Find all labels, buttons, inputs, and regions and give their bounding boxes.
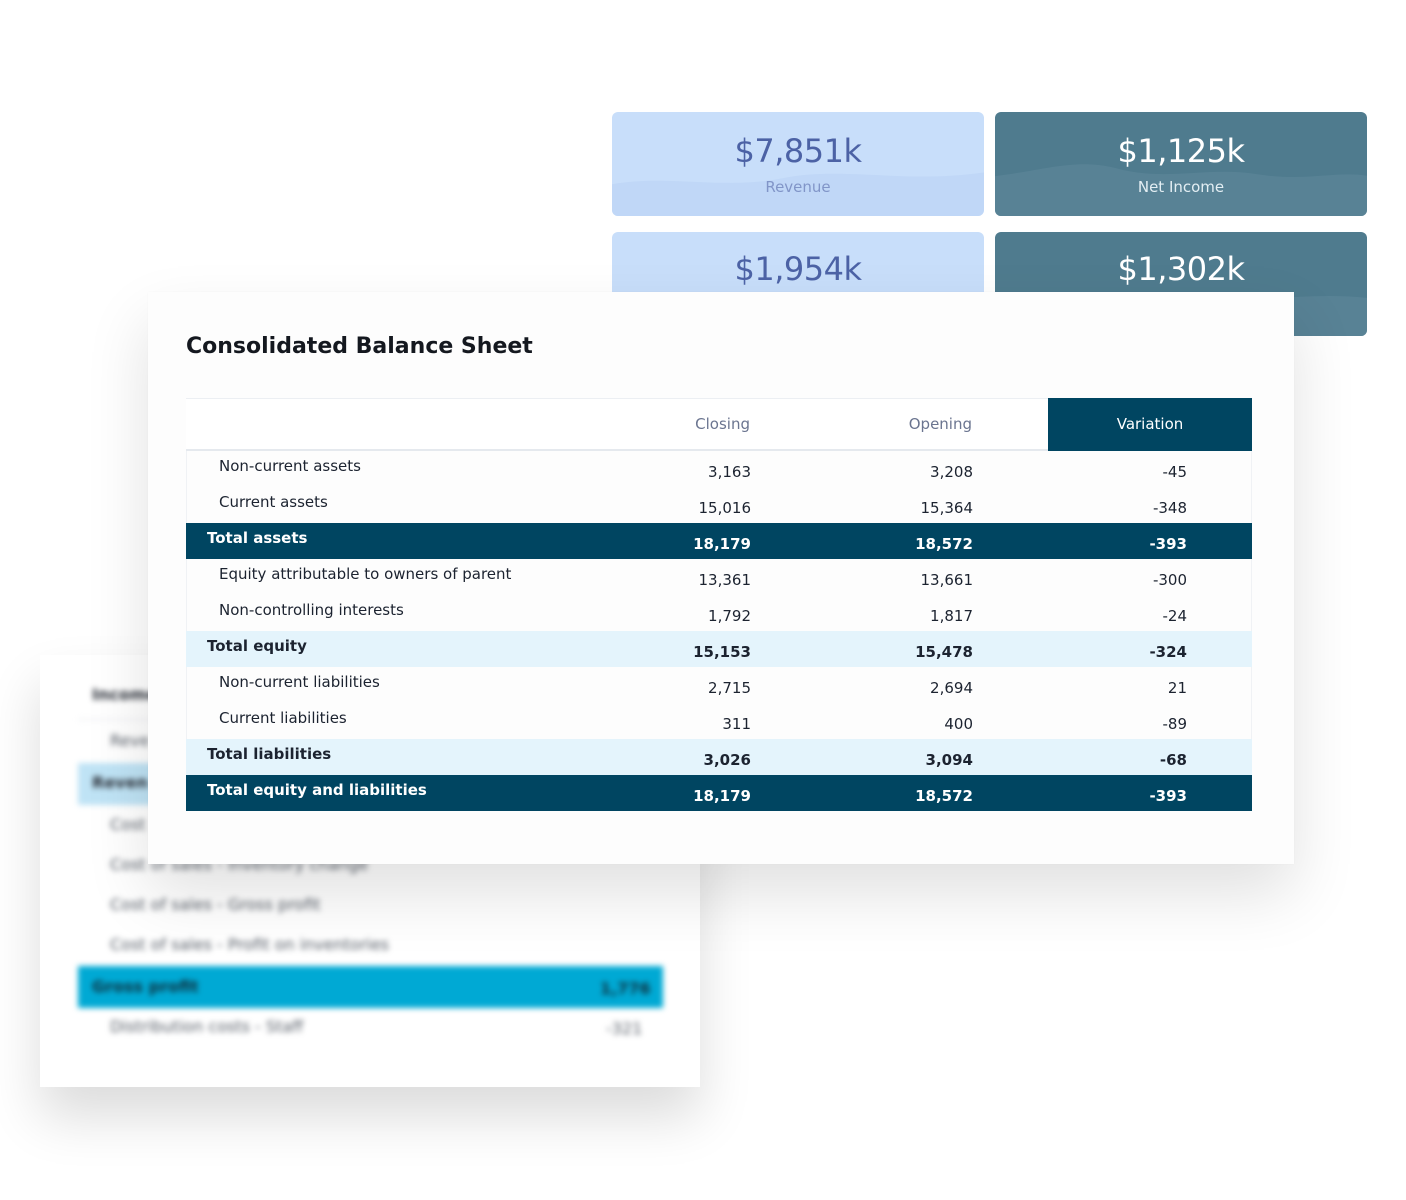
income-title: Income — [92, 685, 158, 704]
income-value: 1,776 — [600, 979, 651, 998]
closing-value: 2,715 — [708, 679, 751, 697]
opening-value: 3,094 — [925, 751, 973, 769]
column-header-closing[interactable]: Closing — [695, 415, 750, 433]
income-row: Distribution costs - Staff — [110, 1017, 304, 1036]
income-row: Reve — [110, 731, 150, 750]
kpi-label: Net Income — [1137, 178, 1225, 196]
table-row: Equity attributable to owners of parent … — [186, 559, 1252, 595]
balance-sheet-title: Consolidated Balance Sheet — [186, 334, 533, 359]
opening-value: 2,694 — [930, 679, 973, 697]
opening-value: 15,478 — [915, 643, 973, 661]
closing-value: 1,792 — [708, 607, 751, 625]
kpi-label: Revenue — [765, 178, 831, 196]
opening-value: 400 — [944, 715, 973, 733]
table-row: Non-current assets 3,163 3,208 -45 — [186, 451, 1252, 487]
row-label: Total liabilities — [207, 745, 332, 763]
variation-value: -68 — [1159, 751, 1187, 769]
income-row: Cost of sales - Profit on inventories — [110, 935, 390, 954]
table-row-total: Total liabilities 3,026 3,094 -68 — [186, 739, 1252, 775]
variation-value: -393 — [1149, 535, 1187, 553]
opening-value: 18,572 — [915, 535, 973, 553]
income-row: Gross profit — [92, 977, 199, 996]
row-label: Current liabilities — [219, 709, 347, 727]
income-row: Cost of sales - Gross profit — [110, 895, 321, 914]
opening-value: 1,817 — [930, 607, 973, 625]
row-label: Non-current assets — [219, 457, 361, 475]
opening-value: 3,208 — [930, 463, 973, 481]
kpi-value: $1,302k — [1117, 250, 1246, 288]
row-label: Non-current liabilities — [219, 673, 380, 691]
income-row: Cost — [110, 815, 146, 834]
table-row: Non-current liabilities 2,715 2,694 21 — [186, 667, 1252, 703]
income-value: -321 — [606, 1019, 643, 1038]
variation-value: 21 — [1167, 679, 1187, 697]
variation-value: -89 — [1162, 715, 1188, 733]
income-row: Reven — [92, 773, 148, 792]
table-header: Closing Opening Variation — [186, 398, 1252, 451]
closing-value: 15,016 — [698, 499, 752, 517]
variation-value: -45 — [1162, 463, 1188, 481]
gross-profit-highlight — [78, 966, 663, 1008]
kpi-value: $7,851k — [734, 132, 863, 170]
balance-sheet-card: Consolidated Balance Sheet Closing Openi… — [148, 292, 1294, 864]
table-row-total: Total equity 15,153 15,478 -324 — [186, 631, 1252, 667]
variation-value: -324 — [1149, 643, 1187, 661]
variation-value: -348 — [1152, 499, 1187, 517]
table-row-total: Total assets 18,179 18,572 -393 — [186, 523, 1252, 559]
column-header-variation[interactable]: Variation — [1048, 398, 1252, 451]
closing-value: 18,179 — [693, 535, 751, 553]
row-label: Current assets — [219, 493, 328, 511]
kpi-card-net-income[interactable]: $1,125k Net Income — [995, 112, 1367, 216]
opening-value: 15,364 — [920, 499, 974, 517]
table-row-grand-total: Total equity and liabilities 18,179 18,5… — [186, 775, 1252, 811]
closing-value: 3,163 — [708, 463, 751, 481]
row-label: Total equity and liabilities — [207, 781, 427, 799]
closing-value: 18,179 — [693, 787, 751, 805]
kpi-value: $1,125k — [1117, 132, 1246, 170]
table-row: Current assets 15,016 15,364 -348 — [186, 487, 1252, 523]
opening-value: 13,661 — [920, 571, 974, 589]
row-label: Equity attributable to owners of parent — [219, 565, 512, 583]
closing-value: 15,153 — [693, 643, 751, 661]
column-header-opening[interactable]: Opening — [908, 415, 972, 433]
table-row: Current liabilities 311 400 -89 — [186, 703, 1252, 739]
wave-decoration — [995, 163, 1367, 216]
kpi-value: $1,954k — [734, 250, 863, 288]
closing-value: 311 — [722, 715, 751, 733]
variation-value: -393 — [1149, 787, 1187, 805]
wave-decoration — [612, 172, 984, 216]
variation-value: -24 — [1162, 607, 1188, 625]
closing-value: 13,361 — [698, 571, 752, 589]
kpi-card-revenue[interactable]: $7,851k Revenue — [612, 112, 984, 216]
balance-sheet-table: Closing Opening Variation Non-current as… — [186, 398, 1252, 811]
row-label: Total assets — [207, 529, 308, 547]
row-label: Total equity — [207, 637, 307, 655]
opening-value: 18,572 — [915, 787, 973, 805]
closing-value: 3,026 — [703, 751, 751, 769]
table-row: Non-controlling interests 1,792 1,817 -2… — [186, 595, 1252, 631]
row-label: Non-controlling interests — [219, 601, 404, 619]
variation-value: -300 — [1152, 571, 1187, 589]
